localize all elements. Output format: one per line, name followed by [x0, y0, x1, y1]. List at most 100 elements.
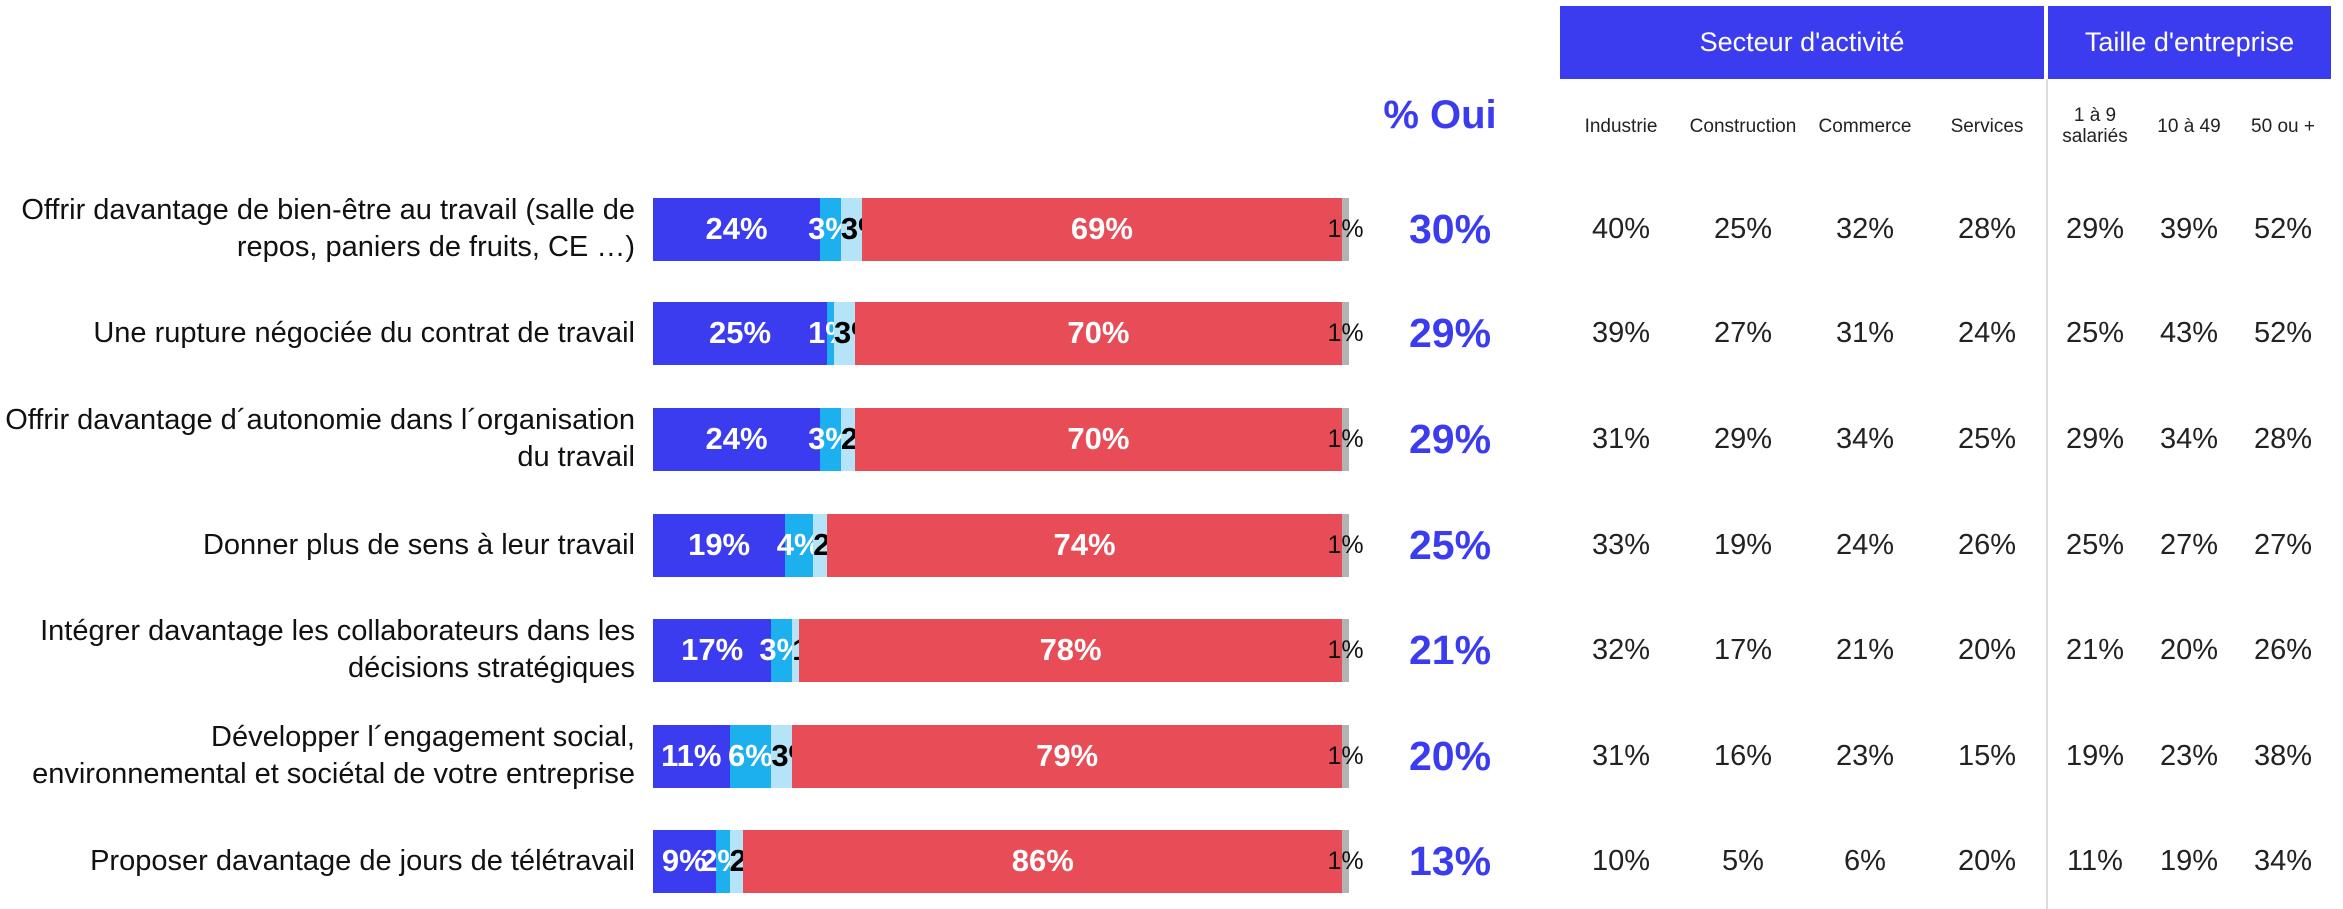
bar-segment: [653, 301, 827, 365]
table-cell: 19%: [2065, 739, 2125, 772]
bar-value-label: 11%: [661, 738, 722, 773]
table-cell: 20%: [1957, 844, 2017, 877]
bar-value-label: 1%: [1327, 530, 1364, 559]
table-cell: 29%: [2065, 212, 2125, 245]
bar-value-label: 24%: [705, 211, 768, 246]
column-header: 10 à 49: [2157, 115, 2221, 137]
bar-value-label: 1%: [1327, 741, 1364, 770]
table-cell: 15%: [1957, 739, 2017, 772]
bar-segment: [792, 618, 800, 682]
bar-value-label: 19%: [688, 527, 751, 562]
bar-segment: [1342, 724, 1349, 788]
column-header: Services: [1950, 115, 2024, 137]
total-value: 21%: [1408, 626, 1492, 673]
divider: [2046, 79, 2048, 909]
table-cell: 29%: [1713, 422, 1773, 455]
table-cell: 26%: [1957, 528, 2017, 561]
table-cell: 20%: [2159, 633, 2219, 666]
bar-value-label: 1%: [1327, 318, 1364, 347]
total-value: 30%: [1408, 205, 1492, 252]
table-cell: 5%: [1722, 844, 1764, 877]
bar-value-label: 74%: [1053, 527, 1116, 562]
table-cell: 34%: [2159, 422, 2219, 455]
category-label: Donner plus de sens à leur travail: [202, 528, 635, 561]
bar-segment: [1342, 301, 1349, 365]
bar-segment: [1342, 618, 1349, 682]
table-cell: 6%: [1844, 844, 1886, 877]
category-label: Proposer davantage de jours de télétrava…: [90, 844, 635, 877]
table-cell: 31%: [1591, 739, 1651, 772]
category-label: Offrir davantage d´autonomie dans l´orga…: [5, 404, 635, 473]
bar-segment: [813, 513, 827, 577]
bar-value-label: 79%: [1036, 738, 1099, 773]
bar-segment: [729, 829, 744, 893]
bar-segment: [827, 513, 1343, 577]
bar-segment: [653, 407, 821, 471]
bar-value-label: 6%: [728, 738, 773, 773]
table-cell: 38%: [2253, 739, 2313, 772]
total-value: 29%: [1408, 309, 1492, 356]
bar-segment: [799, 618, 1343, 682]
table-cell: 28%: [2253, 422, 2313, 455]
table-cell: 34%: [2253, 844, 2313, 877]
bar-value-label: 9%: [661, 843, 707, 878]
bar-value-label: 70%: [1067, 421, 1130, 456]
bar-segment: [820, 407, 841, 471]
table-cell: 52%: [2253, 316, 2313, 349]
bar-segment: [729, 724, 772, 788]
total-title: % Oui: [1383, 92, 1497, 137]
table-cell: 25%: [2065, 528, 2125, 561]
table-cell: 20%: [1957, 633, 2017, 666]
bar-segment: [653, 513, 786, 577]
category-label: Intégrer davantage les collaborateurs da…: [40, 615, 635, 684]
bar-segment: [1342, 829, 1349, 893]
table-cell: 27%: [2159, 528, 2219, 561]
table-cell: 23%: [1835, 739, 1895, 772]
total-value: 25%: [1408, 521, 1492, 568]
group-header: Secteur d'activité: [1560, 6, 2044, 79]
bar-segment: [653, 618, 772, 682]
bar-segment: [653, 829, 716, 893]
table-cell: 25%: [1713, 212, 1773, 245]
bar-segment: [840, 407, 855, 471]
table-cell: 32%: [1835, 212, 1895, 245]
bar-segment: [840, 197, 862, 261]
table-cell: 24%: [1957, 316, 2017, 349]
total-value: 29%: [1408, 415, 1492, 462]
column-header: 1 à 9 salariés: [2062, 105, 2128, 147]
table-cell: 17%: [1713, 633, 1773, 666]
bar-segment: [1342, 407, 1349, 471]
table-cell: 21%: [1835, 633, 1895, 666]
table-cell: 19%: [2159, 844, 2219, 877]
bar-segment: [771, 618, 793, 682]
table-cell: 31%: [1835, 316, 1895, 349]
total-value: 13%: [1408, 837, 1492, 884]
table-cell: 16%: [1713, 739, 1773, 772]
table-cell: 21%: [2065, 633, 2125, 666]
column-header: Commerce: [1818, 115, 1912, 137]
bar-segment: [827, 301, 834, 365]
category-label: Une rupture négociée du contrat de trava…: [93, 316, 635, 349]
table-cell: 39%: [1591, 316, 1651, 349]
column-header: 50 ou +: [2251, 115, 2315, 137]
bar-segment: [854, 407, 1343, 471]
bar-segment: [653, 197, 821, 261]
table-cell: 27%: [2253, 528, 2313, 561]
bar-value-label: 69%: [1070, 211, 1133, 246]
table-cell: 25%: [1957, 422, 2017, 455]
table-cell: 32%: [1591, 633, 1651, 666]
bar-value-label: 86%: [1011, 843, 1074, 878]
table-cell: 28%: [1957, 212, 2017, 245]
table-cell: 43%: [2159, 316, 2219, 349]
table-cell: 10%: [1591, 844, 1651, 877]
bar-value-label: 70%: [1067, 315, 1130, 350]
table-cell: 34%: [1835, 422, 1895, 455]
table-cell: 31%: [1591, 422, 1651, 455]
bar-value-label: 17%: [681, 632, 744, 667]
bar-value-label: 24%: [705, 421, 768, 456]
table-cell: 29%: [2065, 422, 2125, 455]
table-cell: 19%: [1713, 528, 1773, 561]
table-cell: 27%: [1713, 316, 1773, 349]
bar-segment: [771, 724, 793, 788]
